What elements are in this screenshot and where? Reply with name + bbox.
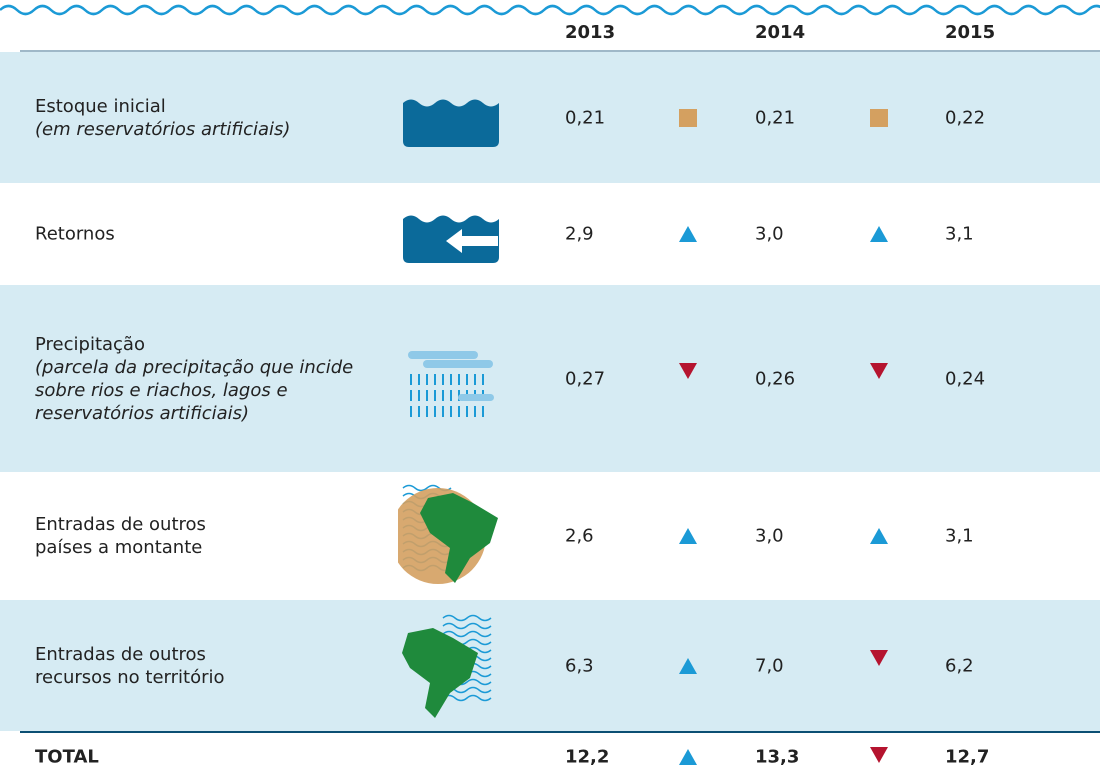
cell-value: 3,0 <box>755 223 784 245</box>
row-label: Precipitação (parcela da precipitação que… <box>35 333 380 425</box>
trend-up <box>870 528 888 544</box>
year-header: 2014 <box>755 22 806 43</box>
trend-dn <box>870 362 888 379</box>
wave-decoration <box>0 4 1100 16</box>
row-label: Estoque inicial (em reservatórios artific… <box>35 95 435 141</box>
total-label: TOTAL <box>35 746 99 768</box>
trend-dn <box>679 362 697 379</box>
row-icon <box>402 614 492 718</box>
cell-value: 0,26 <box>755 368 796 389</box>
cell-value: 0,24 <box>945 368 986 389</box>
total-value: 12,7 <box>945 746 990 768</box>
row-icon <box>403 215 499 263</box>
total-value: 13,3 <box>755 746 800 768</box>
label-text: Retornos <box>35 223 115 245</box>
year-header: 2013 <box>565 22 616 43</box>
row-label: Retornos <box>35 223 435 246</box>
cell-value: 2,6 <box>565 525 594 547</box>
trend-up <box>679 528 697 544</box>
row-background <box>0 600 1100 731</box>
wave-line <box>0 4 1100 16</box>
trend-sq <box>870 108 888 127</box>
trend-up <box>870 226 888 242</box>
row-icon <box>408 350 494 417</box>
year-header: 2015 <box>945 22 996 43</box>
cell-value: 0,21 <box>755 107 796 128</box>
cell-value: 2,9 <box>565 223 594 245</box>
row-background <box>0 285 1100 472</box>
trend-up <box>679 749 697 765</box>
cell-value: 6,3 <box>565 655 594 676</box>
row-label: Entradas de outros recursos no territóri… <box>35 643 250 689</box>
total-rule <box>20 731 1100 733</box>
row-icon <box>403 99 499 147</box>
label-text: Entradas de outros países a montante <box>35 514 206 558</box>
row-icon <box>398 484 498 584</box>
trend-sq <box>679 108 697 127</box>
cell-value: 6,2 <box>945 655 974 676</box>
cell-value: 0,27 <box>565 368 606 389</box>
cell-value: 7,0 <box>755 655 784 676</box>
cell-value: 0,21 <box>565 107 606 128</box>
row-label: Entradas de outros países a montante <box>35 513 250 559</box>
label-note: (em reservatórios artificiais) <box>35 118 291 140</box>
total-value: 12,2 <box>565 746 610 768</box>
trend-dn <box>870 649 888 666</box>
trend-up <box>679 226 697 242</box>
cell-value: 3,0 <box>755 525 784 547</box>
label-note: (parcela da precipitação que incide sobr… <box>35 356 354 424</box>
cell-value: 0,22 <box>945 107 986 128</box>
header-rule <box>20 50 1100 52</box>
trend-up <box>679 657 697 674</box>
label-text: Precipitação <box>35 333 145 355</box>
label-text: Estoque inicial <box>35 95 166 117</box>
trend-dn <box>870 747 888 763</box>
cell-value: 3,1 <box>945 223 974 245</box>
cell-value: 3,1 <box>945 525 974 547</box>
label-text: Entradas de outros recursos no territóri… <box>35 643 225 688</box>
row-background <box>0 52 1100 183</box>
